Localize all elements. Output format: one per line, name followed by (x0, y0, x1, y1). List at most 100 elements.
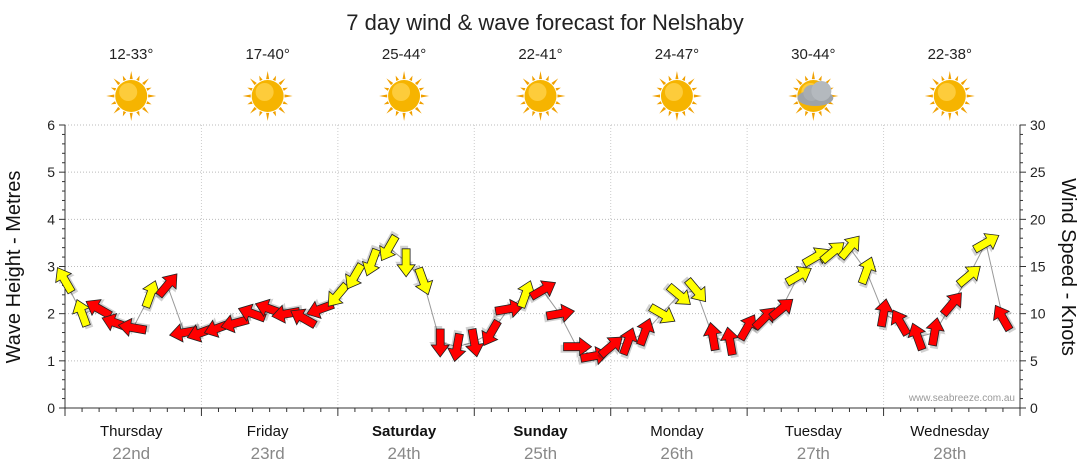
wind-arrow-body (801, 247, 829, 268)
temperature-range: 25-44° (382, 46, 426, 63)
sun-highlight (119, 83, 138, 101)
wind-arrow-body (597, 336, 623, 359)
day-header: 24-47° (651, 46, 702, 121)
sun-ray (278, 78, 286, 86)
sun-ray (522, 106, 530, 114)
y-tick-label-left: 3 (47, 259, 55, 275)
day-header: 22-41° (515, 46, 566, 121)
sun-ray (811, 112, 815, 121)
sun-ray (932, 78, 939, 86)
sun-ray (419, 87, 425, 91)
sun-ray (551, 106, 559, 114)
sun-ray (242, 94, 251, 98)
day-date: 22nd (112, 444, 150, 463)
sun-ray (954, 111, 959, 117)
wind-arrow-body (465, 328, 485, 358)
wind-arrow (55, 267, 79, 296)
sun-ray (557, 94, 566, 98)
sun-ray (948, 112, 952, 121)
wind-arrow (874, 298, 895, 331)
day-header: 22-38° (924, 46, 975, 121)
sun-ray (272, 75, 277, 81)
sun-ray (551, 78, 559, 86)
wind-arrow-body (619, 327, 638, 357)
wind-arrow-body (684, 277, 707, 303)
wind-arrow-body (361, 247, 381, 277)
wind-arrow (767, 298, 794, 324)
sun-ray (555, 87, 561, 91)
day-label: Thursday 22nd (100, 423, 163, 463)
sun-ray (249, 78, 257, 86)
day-date: 25th (524, 444, 557, 463)
y-tick-label-right: 10 (1030, 306, 1046, 322)
wind-arrow (237, 303, 270, 323)
sun-ray (282, 87, 288, 91)
sun-icon (242, 71, 293, 121)
cloud-puff (811, 81, 832, 101)
sun-ray (656, 101, 662, 105)
day-labels: Thursday 22nd Friday 23rd Saturday 24th Sunday… (100, 423, 990, 463)
day-label: Sunday 25th (513, 423, 568, 463)
wind-arrow (290, 308, 321, 329)
wind-arrow-body (327, 281, 350, 307)
sun-ray (793, 101, 799, 105)
wind-arrow-body (874, 298, 894, 328)
wind-arrow (117, 316, 150, 337)
y-tick-label-left: 1 (47, 353, 55, 369)
cloud-icon (797, 81, 834, 106)
sun-ray (520, 87, 526, 91)
wind-arrow (890, 309, 914, 338)
sun-highlight (664, 83, 683, 101)
sun-ray (278, 106, 286, 114)
day-date: 27th (797, 444, 830, 463)
day-name: Sunday (513, 423, 568, 440)
sun-ray (414, 106, 422, 114)
sun-icon (106, 71, 157, 121)
y-tick-label-right: 5 (1030, 353, 1038, 369)
wind-arrow (783, 266, 812, 290)
sun-ray (520, 101, 526, 105)
wind-arrow-body (430, 328, 451, 358)
temperature-range: 17-40° (245, 46, 289, 63)
wind-arrow (800, 247, 829, 271)
sun-ray (795, 106, 803, 114)
temperature-range: 30-44° (791, 46, 835, 63)
sun-highlight (528, 83, 547, 101)
sun-ray (402, 112, 406, 121)
day-header: 30-44° (788, 46, 839, 121)
sun-ray (668, 111, 672, 117)
sun-ray (954, 75, 959, 81)
wind-arrow (345, 259, 366, 290)
wind-arrow-body (636, 317, 655, 347)
wind-arrow-body (345, 262, 366, 290)
sun-ray (545, 75, 549, 81)
sun-ray (409, 75, 413, 81)
sun-ray (148, 94, 157, 98)
sun-ray (804, 111, 809, 117)
wind-arrow-body (155, 273, 178, 299)
sun-ray (964, 87, 971, 91)
temperature-range: 12-33° (109, 46, 153, 63)
y-tick-label-right: 20 (1030, 211, 1046, 227)
wind-arrow-body (396, 248, 416, 278)
sun-ray (259, 111, 263, 117)
wind-arrows (55, 230, 1017, 367)
sun-ray (532, 75, 536, 81)
sun-ray (142, 78, 149, 86)
wind-arrow (925, 317, 946, 350)
day-label: Tuesday 27th (785, 423, 842, 463)
sun-highlight (392, 83, 411, 101)
temperature-range: 24-47° (655, 46, 699, 63)
sun-ray (113, 106, 121, 114)
sun-ray (419, 101, 425, 105)
day-name: Wednesday (910, 423, 989, 440)
sun-ray (818, 75, 822, 81)
sun-ray (284, 94, 293, 98)
sun-ray (964, 101, 971, 105)
wind-arrow (463, 325, 485, 358)
sun-ray (122, 111, 127, 117)
y-axis-label-right: Wind Speed - Knots (1057, 178, 1079, 356)
sun-ray (282, 101, 288, 105)
wind-arrow (939, 292, 962, 321)
y-tick-label-left: 5 (47, 164, 55, 180)
